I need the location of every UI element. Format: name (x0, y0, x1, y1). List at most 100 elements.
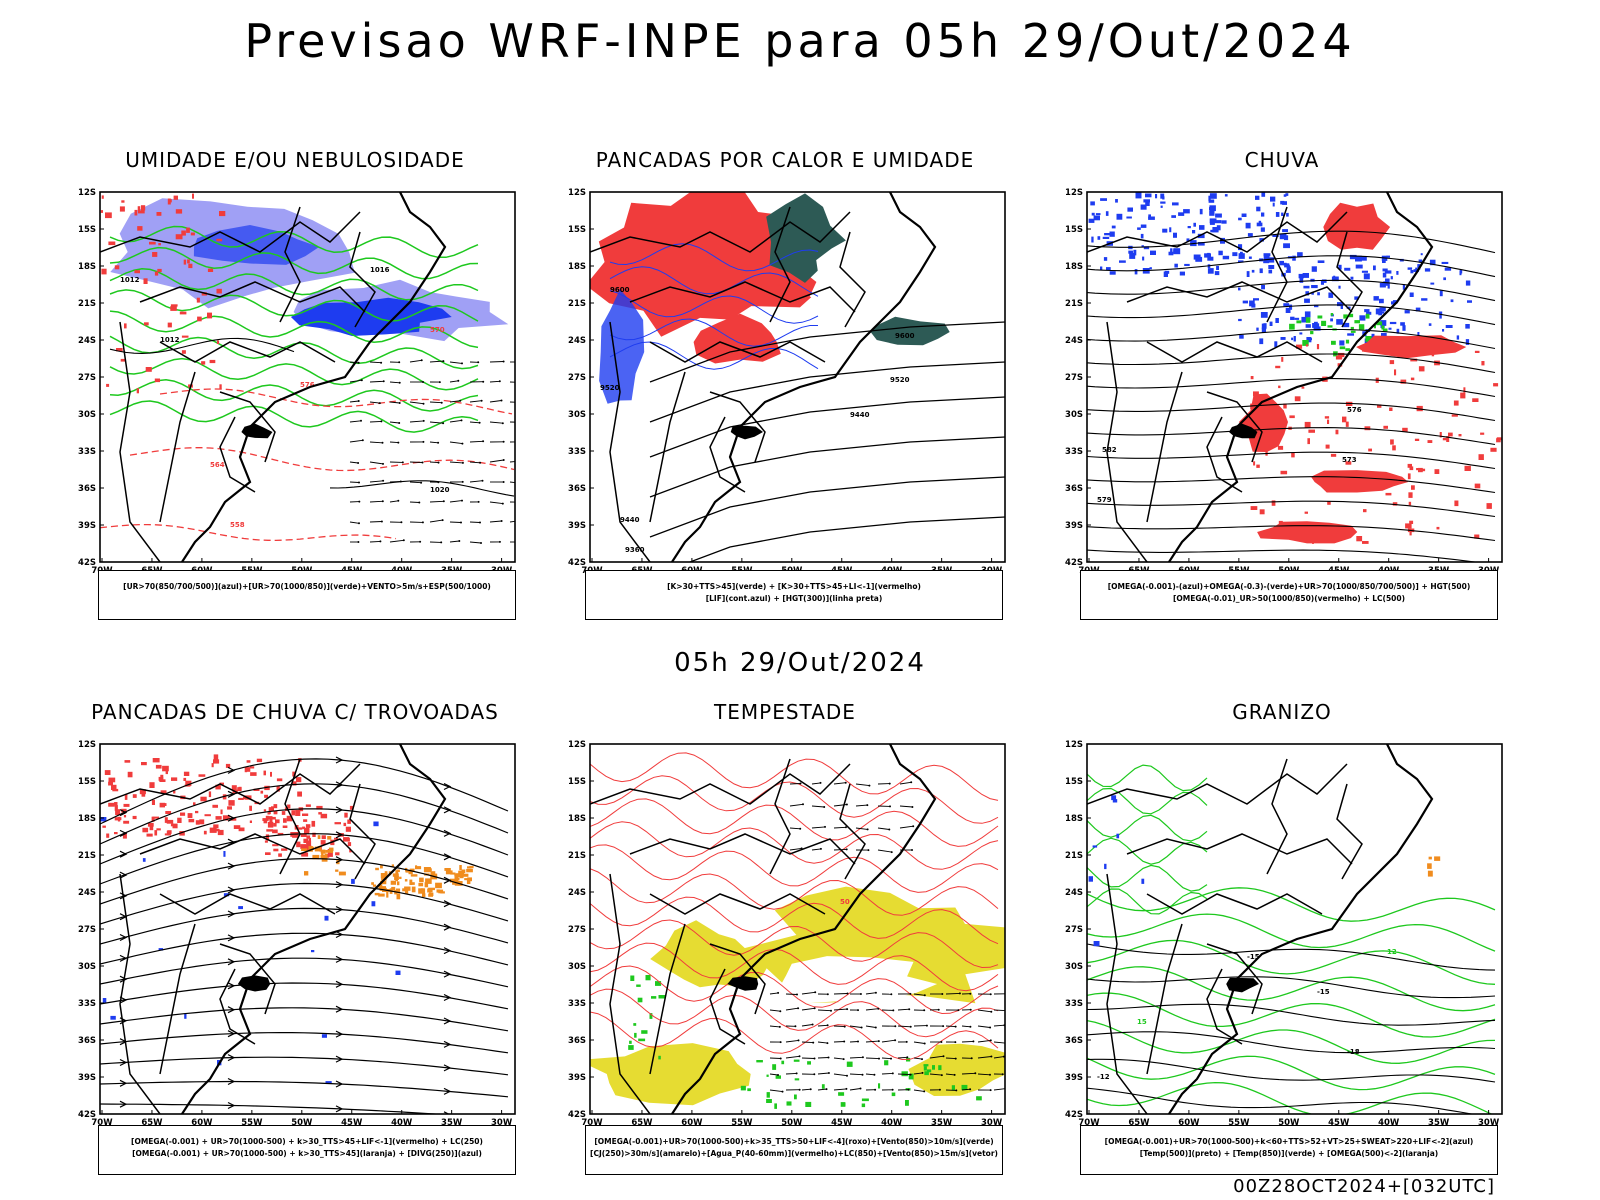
geopotential-contour (1087, 378, 1496, 398)
convective-showers-area (371, 882, 374, 885)
thickness-label-noise (181, 230, 186, 236)
wind-vector (801, 1007, 815, 1011)
latitude-tick-label: 15S (1065, 777, 1083, 787)
wind-vector (449, 500, 463, 503)
omega-humidity-area (1387, 283, 1390, 289)
country-border (629, 281, 856, 313)
thunder-showers-area (152, 758, 160, 763)
wind-vector-head (970, 1057, 973, 1060)
thunder-showers-area (237, 787, 242, 792)
omega-humidity-area (1378, 310, 1383, 316)
wind-vector (369, 480, 384, 483)
longitude-tick-label: 50W (781, 1118, 803, 1128)
streamline-arrow (119, 892, 128, 900)
convective-showers-area (395, 888, 401, 894)
omega-humidity-area (1239, 334, 1244, 339)
wind-vector (789, 803, 804, 807)
omega-humidity-area (1420, 253, 1423, 256)
wind-vector-head (940, 1074, 943, 1077)
thunder-showers-area (260, 790, 264, 794)
convective-showers-area (462, 873, 469, 877)
convective-showers-area (397, 881, 400, 886)
geopotential-contour (1087, 279, 1496, 302)
convective-showers-area (378, 893, 385, 897)
omega-humidity-area (1115, 199, 1118, 203)
thunder-showers-area (195, 810, 199, 814)
wind-vector-head (908, 1008, 911, 1011)
thunder-showers-area (160, 790, 167, 794)
convective-showers-area (418, 882, 424, 887)
wind-vector-head (954, 1041, 957, 1044)
omega-humidity-area (1247, 233, 1253, 237)
contour-value-label: 1016 (370, 266, 390, 274)
wind-vector (811, 826, 826, 829)
wind-vector-head (861, 1056, 864, 1059)
omega-ur50-pixel (1253, 461, 1256, 466)
wind-vector-head (874, 1088, 877, 1091)
jet-stream-area (908, 1043, 1005, 1096)
streamline (100, 1103, 445, 1114)
omega-humidity-area (1313, 326, 1321, 331)
thunder-showers-area (267, 821, 274, 828)
thickness-label-noise (207, 268, 214, 272)
wind-vector (993, 1009, 1005, 1012)
omega-strong-area (1350, 326, 1354, 330)
latitude-tick-label: 39S (78, 521, 96, 531)
thunder-showers-area (233, 825, 241, 829)
wind-vector-head (797, 1039, 800, 1042)
thunder-showers-area (305, 845, 312, 851)
thunder-showers-area (123, 803, 130, 807)
wind-vector-head (909, 992, 912, 995)
wind-vector-head (877, 1040, 880, 1043)
wind-vector-head (777, 1074, 779, 1076)
clear-area (760, 956, 938, 1012)
thunder-showers-area (151, 816, 155, 822)
omega-ur50-area (1257, 521, 1358, 544)
wind-850-area (794, 1078, 800, 1081)
wind-vector (469, 421, 480, 424)
wind-vector-head (442, 422, 445, 425)
omega-humidity-area (1424, 268, 1431, 272)
thunder-showers-area (195, 820, 200, 825)
omega-humidity-area (1459, 270, 1462, 276)
wind-vector-head (521, 402, 523, 404)
thunder-showers-area (271, 806, 274, 812)
forecast-map: 960095209440944093609600952012S15S18S21S… (568, 188, 1006, 576)
wind-vector (855, 827, 868, 830)
temp-500-contour (1087, 1003, 1496, 1026)
wind-vector-head (482, 440, 485, 443)
wind-vector-head (357, 361, 360, 364)
longitude-tick-label: 65W (141, 1118, 163, 1128)
omega-humidity-area (1207, 256, 1214, 261)
omega-ur50-pixel (1334, 471, 1339, 474)
country-border (629, 833, 856, 865)
streamline-arrow (335, 881, 344, 889)
wind-vector-head (502, 459, 505, 461)
thunder-showers-area (115, 809, 121, 816)
omega-humidity-area (1443, 277, 1446, 281)
convective-showers-area (379, 886, 386, 891)
omega-humidity-area (1272, 234, 1279, 237)
omega-humidity-area (1214, 271, 1220, 276)
thickness-label-noise (158, 243, 161, 246)
wind-850-area (766, 1092, 770, 1098)
thunder-showers-area (250, 766, 255, 769)
wind-vector-head (358, 481, 360, 484)
thunder-showers-area (296, 777, 302, 783)
thunder-showers-area (172, 823, 178, 829)
wind-850-area (638, 1038, 646, 1042)
omega-humidity-area (1283, 262, 1287, 266)
streamline-arrow (443, 829, 452, 837)
omega-humidity-area (1109, 231, 1115, 237)
omega-strong-area (1345, 348, 1350, 351)
coastline (181, 192, 447, 562)
omega-strong-area (1321, 320, 1327, 326)
omega-500-marker (1434, 856, 1441, 861)
wind-vector (811, 848, 821, 851)
thickness-label-noise (106, 383, 110, 387)
streamline-arrow (227, 910, 236, 918)
omega-ur50-area (1356, 335, 1467, 359)
wind-vector-head (795, 1072, 798, 1075)
wind-vector (877, 827, 890, 830)
thunder-showers-area (193, 802, 196, 806)
